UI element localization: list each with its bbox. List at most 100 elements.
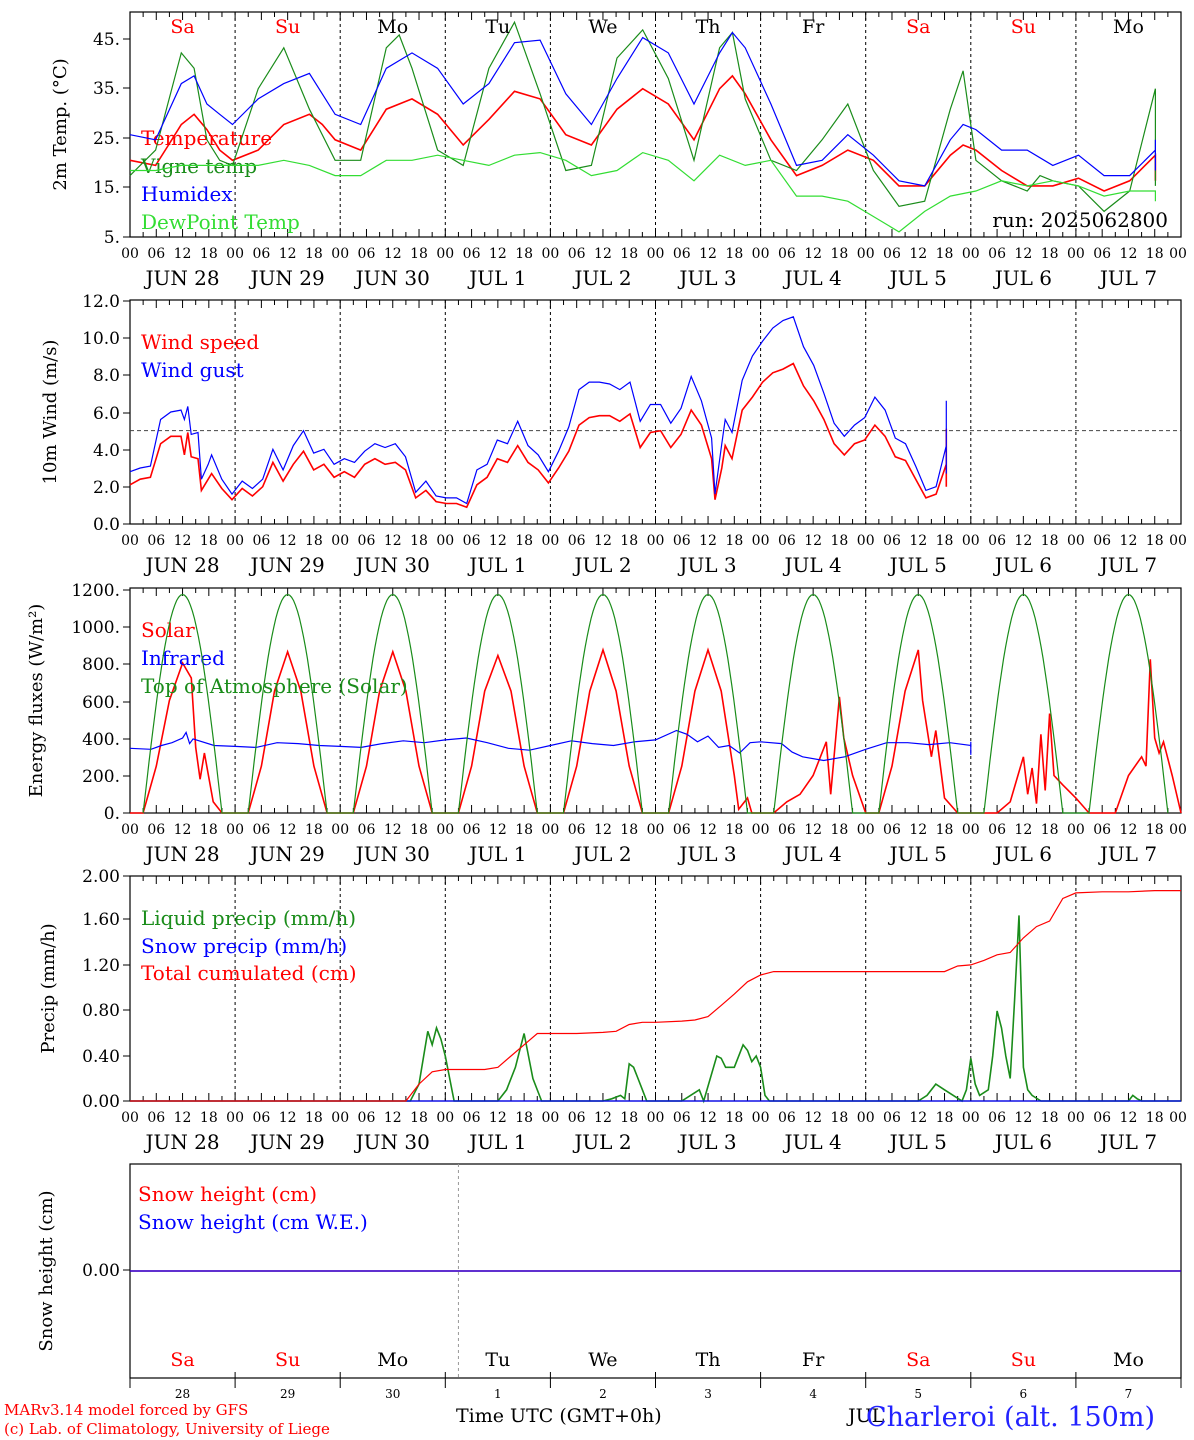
hour-label: 00 xyxy=(121,533,139,549)
hour-label: 06 xyxy=(778,533,796,549)
date-label: JUL 4 xyxy=(783,842,842,866)
hour-label: 06 xyxy=(673,246,691,262)
hour-label: 00 xyxy=(962,1110,980,1126)
hour-label: 00 xyxy=(436,822,454,838)
y-tick-label: 25. xyxy=(93,129,120,149)
hour-label: 06 xyxy=(463,246,481,262)
hour-label: 12 xyxy=(909,822,927,838)
hour-label: 00 xyxy=(226,533,244,549)
hour-label: 06 xyxy=(988,1110,1006,1126)
weekday-label: Su xyxy=(275,16,300,38)
date-label: JUN 29 xyxy=(249,1130,325,1154)
hour-label: 12 xyxy=(279,1110,297,1126)
hour-label: 00 xyxy=(226,1110,244,1126)
hour-label: 06 xyxy=(988,246,1006,262)
weekday-label: Th xyxy=(696,1349,721,1371)
weekday-label: Mo xyxy=(1113,1349,1144,1371)
y-tick-label: 6.0 xyxy=(93,404,120,424)
hour-label: 18 xyxy=(936,1110,954,1126)
hour-label: 12 xyxy=(489,533,507,549)
month-label: JUL xyxy=(848,1405,885,1427)
hour-label: 06 xyxy=(1093,822,1111,838)
hour-label: 18 xyxy=(831,1110,849,1126)
date-label: JUL 5 xyxy=(888,553,947,577)
hour-label: 06 xyxy=(673,822,691,838)
y-axis-title: Energy fluxes (W/m²) xyxy=(26,604,47,798)
hour-label: 18 xyxy=(831,533,849,549)
hour-label: 18 xyxy=(620,1110,638,1126)
hour-label: 06 xyxy=(568,822,586,838)
weekday-label: Mo xyxy=(1113,16,1144,38)
hour-label: 00 xyxy=(121,1110,139,1126)
hour-label: 12 xyxy=(804,533,822,549)
hour-label: 18 xyxy=(936,822,954,838)
weekday-label: Th xyxy=(696,16,721,38)
hour-label: 00 xyxy=(226,822,244,838)
legend-entry: Snow height (cm) xyxy=(138,1182,317,1206)
hour-label: 12 xyxy=(489,246,507,262)
date-label: JUL 7 xyxy=(1098,553,1157,577)
day-number: 28 xyxy=(175,1387,190,1401)
hour-label: 12 xyxy=(384,1110,402,1126)
legend-entry: Wind speed xyxy=(141,330,259,354)
hour-label: 06 xyxy=(358,246,376,262)
hour-label: 00 xyxy=(436,246,454,262)
legend-entry: Snow height (cm W.E.) xyxy=(138,1210,368,1234)
hour-label: 18 xyxy=(200,533,218,549)
hour-label: 12 xyxy=(489,822,507,838)
date-label: JUL 6 xyxy=(993,1130,1052,1154)
weekday-label: Tu xyxy=(485,16,510,38)
hour-label: 00 xyxy=(752,1110,770,1126)
date-label: JUL 3 xyxy=(677,266,736,290)
hour-label: 18 xyxy=(200,246,218,262)
hour-label: 06 xyxy=(568,533,586,549)
hour-label: 18 xyxy=(1146,1110,1164,1126)
hour-label: 12 xyxy=(1014,1110,1032,1126)
date-label: JUL 2 xyxy=(572,842,631,866)
hour-label: 12 xyxy=(699,1110,717,1126)
hour-label: 12 xyxy=(384,822,402,838)
hour-label: 12 xyxy=(699,533,717,549)
model-credit: MARv3.14 model forced by GFS xyxy=(4,1401,249,1419)
hour-label: 00 xyxy=(541,1110,559,1126)
hour-label: 18 xyxy=(1146,246,1164,262)
day-number: 3 xyxy=(704,1387,712,1401)
hour-label: 06 xyxy=(673,1110,691,1126)
hour-label: 18 xyxy=(305,246,323,262)
hour-label: 06 xyxy=(463,1110,481,1126)
date-label: JUL 4 xyxy=(783,266,842,290)
y-tick-label: 200. xyxy=(82,767,120,787)
hour-label: 12 xyxy=(174,1110,192,1126)
weekday-label: Mo xyxy=(377,1349,408,1371)
hour-label: 06 xyxy=(883,1110,901,1126)
date-label: JUN 30 xyxy=(354,1130,430,1154)
hour-label: 18 xyxy=(410,1110,428,1126)
series-line-temperature xyxy=(129,74,1157,192)
y-tick-label: 0.00 xyxy=(82,1092,120,1112)
hour-label: 00 xyxy=(752,246,770,262)
hour-label: 00 xyxy=(647,533,665,549)
hour-label: 18 xyxy=(725,246,743,262)
y-tick-label: 0.00 xyxy=(82,1261,120,1281)
panel-2-frame xyxy=(129,299,1182,525)
hour-label: 00 xyxy=(647,822,665,838)
date-label: JUL 3 xyxy=(677,553,736,577)
hour-label: 18 xyxy=(725,1110,743,1126)
day-number: 4 xyxy=(809,1387,817,1401)
hour-label: 06 xyxy=(778,1110,796,1126)
y-tick-label: 0.80 xyxy=(82,1001,120,1021)
hour-label: 18 xyxy=(1041,246,1059,262)
date-label: JUL 4 xyxy=(783,1130,842,1154)
hour-label: 18 xyxy=(410,246,428,262)
hour-label: 00 xyxy=(752,533,770,549)
hour-label: 00 xyxy=(857,1110,875,1126)
hour-label: 00 xyxy=(1067,533,1085,549)
date-label: JUL 2 xyxy=(572,553,631,577)
y-tick-label: 2.00 xyxy=(82,867,120,887)
y-tick-label: 8.0 xyxy=(93,366,120,386)
hour-label: 06 xyxy=(883,822,901,838)
hour-label: 12 xyxy=(909,246,927,262)
legend-entry: Total cumulated (cm) xyxy=(141,961,357,985)
hour-label: 12 xyxy=(699,246,717,262)
y-tick-label: 45. xyxy=(93,30,120,50)
